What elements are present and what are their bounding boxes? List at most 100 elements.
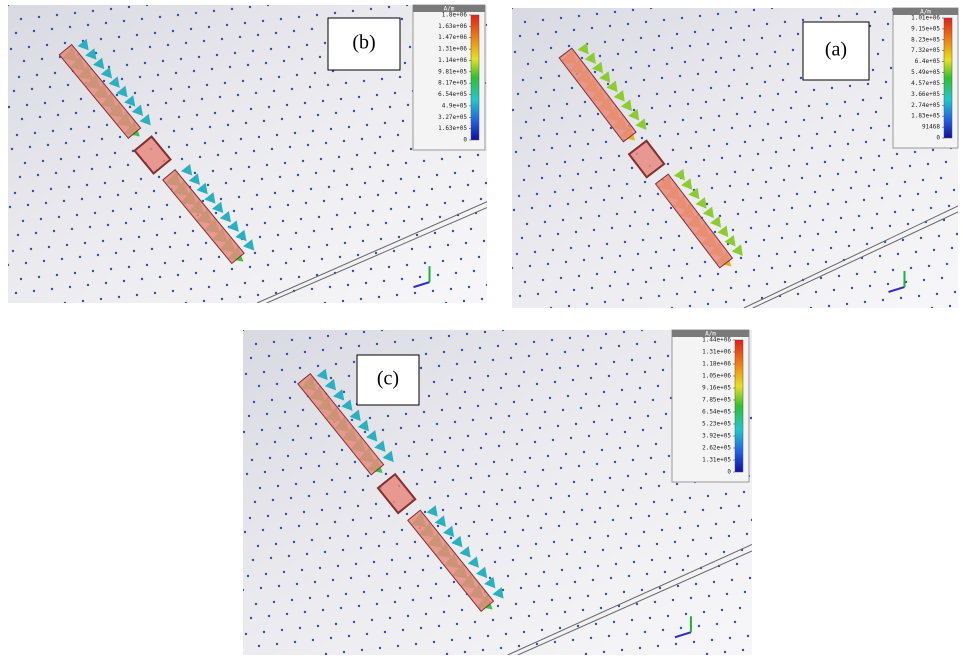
field-dot (69, 286, 71, 288)
colorbar-gradient (735, 340, 743, 472)
field-dot (840, 217, 842, 219)
field-dot (524, 471, 526, 473)
field-dot (492, 359, 494, 361)
field-dot (122, 180, 124, 182)
field-dot (707, 303, 709, 305)
field-dot (259, 236, 261, 238)
field-dot (310, 437, 312, 439)
field-dot (500, 647, 502, 649)
field-dot (377, 194, 379, 196)
field-dot (694, 291, 696, 293)
field-dot (18, 76, 20, 78)
field-dot (328, 435, 330, 437)
field-dot (698, 625, 700, 627)
field-dot (406, 264, 408, 266)
field-dot (920, 237, 922, 239)
field-dot (242, 329, 244, 331)
field-dot (710, 537, 712, 539)
field-dot (412, 599, 414, 601)
field-dot (773, 209, 775, 211)
field-dot (927, 163, 929, 165)
field-dot (170, 88, 172, 90)
field-dot (368, 575, 370, 577)
field-dot (369, 417, 371, 419)
field-dot (551, 147, 553, 149)
field-dot (892, 269, 894, 271)
field-dot (339, 507, 341, 509)
field-dot (309, 337, 311, 339)
field-dot (746, 533, 748, 535)
field-dot (372, 210, 374, 212)
field-dot (879, 255, 881, 257)
field-dot (429, 246, 431, 248)
field-dot (533, 341, 535, 343)
field-dot (515, 151, 517, 153)
field-dot (502, 329, 504, 331)
field-dot (408, 455, 410, 457)
field-dot (173, 130, 175, 132)
field-dot (237, 94, 239, 96)
field-dot (293, 541, 295, 543)
field-dot (821, 117, 823, 119)
field-dot (235, 152, 237, 154)
field-dot (596, 273, 598, 275)
field-dot (431, 188, 433, 190)
field-dot (641, 137, 643, 139)
field-dot (494, 561, 496, 563)
field-dot (568, 495, 570, 497)
field-dot (657, 645, 659, 647)
field-dot (487, 375, 489, 377)
field-dot (309, 86, 311, 88)
field-dot (641, 589, 643, 591)
field-dot (663, 19, 665, 21)
field-dot (505, 633, 507, 635)
field-dot (11, 148, 13, 150)
field-dot (705, 101, 707, 103)
field-dot (375, 252, 377, 254)
field-dot (416, 234, 418, 236)
field-dot (631, 167, 633, 169)
field-dot (290, 497, 292, 499)
field-dot (352, 519, 354, 521)
field-dot (603, 199, 605, 201)
field-dot (160, 118, 162, 120)
field-dot (567, 395, 569, 397)
field-dot (276, 134, 278, 136)
field-dot (548, 555, 550, 557)
field-dot (673, 249, 675, 251)
field-dot (751, 519, 753, 521)
field-dot (324, 302, 326, 304)
field-dot (463, 300, 465, 302)
field-dot (617, 505, 619, 507)
field-dot (383, 280, 385, 282)
field-dot (200, 258, 202, 260)
field-dot (918, 295, 920, 297)
field-dot (570, 437, 572, 439)
field-dot (613, 621, 615, 623)
field-dot (397, 645, 399, 647)
field-dot (716, 173, 718, 175)
field-dot (265, 573, 267, 575)
field-dot (193, 70, 195, 72)
field-dot (479, 347, 481, 349)
field-dot (870, 127, 872, 129)
field-dot (247, 575, 249, 577)
field-dot (259, 487, 261, 489)
field-dot (758, 255, 760, 257)
field-dot (616, 403, 618, 405)
field-dot (632, 459, 634, 461)
field-dot (151, 248, 153, 250)
field-dot (549, 397, 551, 399)
field-dot (519, 35, 521, 37)
field-dot (370, 8, 372, 10)
field-dot (756, 53, 758, 55)
field-dot (764, 81, 766, 83)
field-dot (243, 180, 245, 182)
field-dot (360, 547, 362, 549)
field-dot (654, 341, 656, 343)
field-dot (678, 235, 680, 237)
field-dot (177, 274, 179, 276)
field-dot (21, 118, 23, 120)
field-dot (697, 73, 699, 75)
field-dot (511, 267, 513, 269)
